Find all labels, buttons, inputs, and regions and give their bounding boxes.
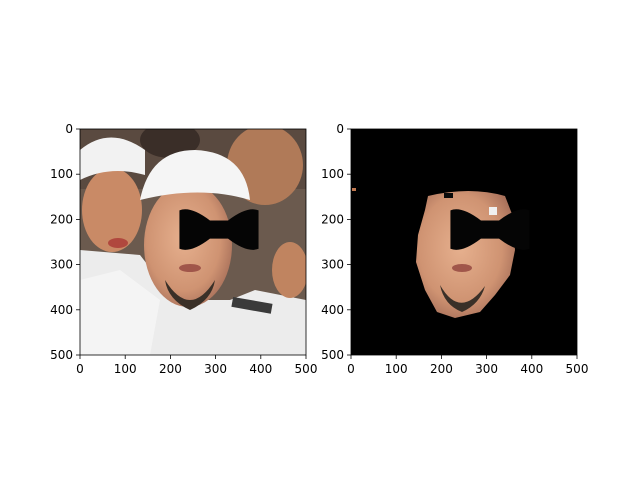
y-tick-label: 100: [50, 167, 73, 181]
x-tick-label: 400: [520, 362, 543, 376]
right-y-axis: 0 100 200 300 400 500: [321, 122, 351, 362]
y-tick-label: 400: [50, 303, 73, 317]
left-man-cap: [80, 137, 145, 180]
y-tick-label: 200: [321, 212, 344, 226]
y-tick-label: 300: [321, 258, 344, 272]
right-axes-frame: [350, 128, 578, 356]
right-x-axis: 0 100 200 300 400 500: [347, 355, 588, 376]
left-eye-mask: [179, 209, 259, 250]
left-axes-frame: [79, 128, 307, 356]
left-y-axis: 0 100 200 300 400 500: [50, 122, 80, 362]
y-tick-label: 0: [65, 122, 73, 136]
x-tick-label: 500: [295, 362, 318, 376]
left-axes: 0 100 200 300 400 500 0 100 200 300 400 500: [50, 122, 317, 376]
x-tick-label: 0: [347, 362, 355, 376]
x-tick-label: 500: [566, 362, 589, 376]
y-tick-label: 500: [321, 348, 344, 362]
x-tick-label: 100: [114, 362, 137, 376]
y-tick-label: 500: [50, 348, 73, 362]
eye-mask-shape: [450, 209, 530, 250]
y-tick-label: 400: [321, 303, 344, 317]
right-eye-mask: [450, 209, 530, 250]
left-man-face: [82, 168, 142, 252]
eye-mask-shape: [179, 209, 259, 250]
x-tick-label: 200: [159, 362, 182, 376]
y-tick-label: 200: [50, 212, 73, 226]
x-tick-label: 300: [204, 362, 227, 376]
central-turban: [140, 150, 250, 200]
right-axes: 0 100 200 300 400 500 0 100 200 300 400 500: [321, 122, 588, 376]
x-tick-label: 400: [249, 362, 272, 376]
x-tick-label: 300: [475, 362, 498, 376]
beard: [165, 280, 215, 310]
x-tick-label: 100: [385, 362, 408, 376]
x-tick-label: 0: [76, 362, 84, 376]
x-tick-label: 200: [430, 362, 453, 376]
y-tick-label: 300: [50, 258, 73, 272]
y-tick-label: 100: [321, 167, 344, 181]
segmented-beard: [440, 285, 485, 312]
segmentation-artifact: [352, 188, 356, 191]
y-tick-label: 0: [336, 122, 344, 136]
left-x-axis: 0 100 200 300 400 500: [76, 355, 317, 376]
